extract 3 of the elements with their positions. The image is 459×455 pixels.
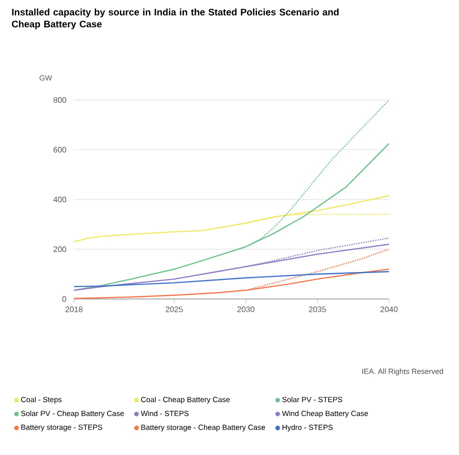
chart-title: Installed capacity by source in India in the Stated Policies Scenario and Cheap Battery Case <box>12 8 339 30</box>
line-series <box>73 271 390 288</box>
line-series <box>73 195 390 242</box>
